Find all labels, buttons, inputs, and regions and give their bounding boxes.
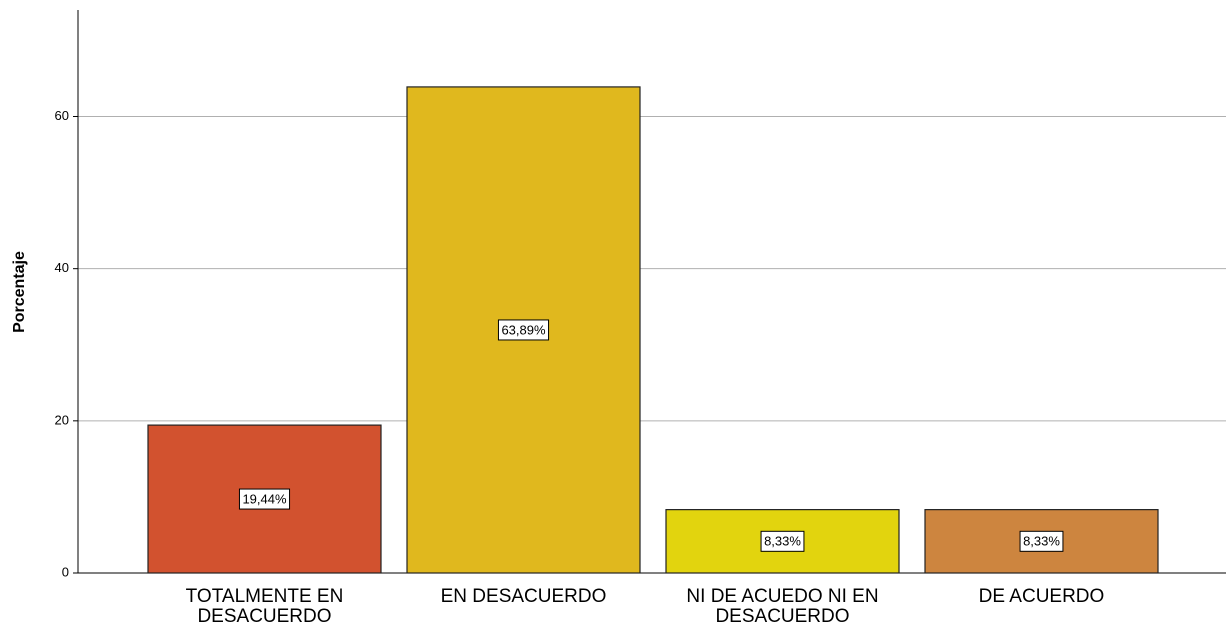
value-label-box <box>238 488 291 510</box>
value-label: 63,89% <box>501 322 546 337</box>
x-tick-label: DE ACUERDO <box>979 586 1105 607</box>
y-tick-label: 0 <box>62 564 69 579</box>
y-axis-label: Porcentaje <box>11 251 28 333</box>
value-label-box <box>497 319 550 341</box>
y-tick-label: 40 <box>55 260 69 275</box>
value-label: 19,44% <box>242 491 287 506</box>
value-label: 8,33% <box>764 534 801 549</box>
x-tick-label: NI DE ACUEDO NI EN DESACUERDO <box>686 586 878 627</box>
x-tick-label: EN DESACUERDO <box>441 586 607 607</box>
y-tick-label: 20 <box>55 412 69 427</box>
x-tick-label: TOTALMENTE EN DESACUERDO <box>186 586 344 627</box>
y-tick-label: 60 <box>55 108 69 123</box>
value-label-box <box>1019 530 1064 552</box>
value-label-box <box>760 530 805 552</box>
value-label: 8,33% <box>1023 534 1060 549</box>
